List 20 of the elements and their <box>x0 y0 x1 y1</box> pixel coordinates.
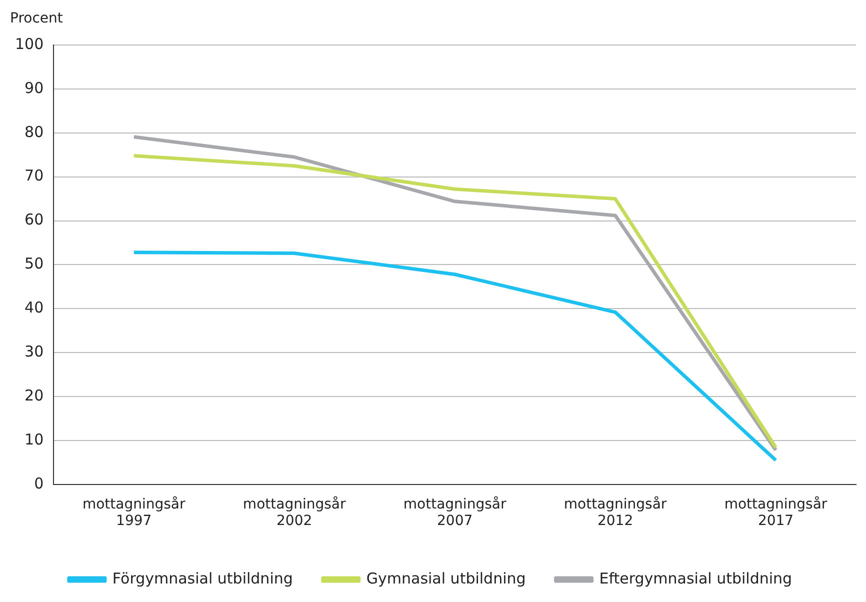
y-tick-label: 50 <box>24 254 44 273</box>
legend-label: Gymnasial utbildning <box>366 569 526 588</box>
y-tick-label: 90 <box>24 78 44 97</box>
y-tick-label: 0 <box>34 474 44 492</box>
x-tick-label: mottagningsår 2012 <box>564 495 667 530</box>
y-tick-label: 60 <box>24 210 44 229</box>
legend-label: Eftergymnasial utbildning <box>599 569 792 588</box>
y-tick-label: 80 <box>24 122 44 141</box>
y-tick-label: 100 <box>14 34 44 53</box>
x-tick-label: mottagningsår 2007 <box>403 495 506 530</box>
x-tick-label: mottagningsår 1997 <box>82 495 186 530</box>
x-tick-label: mottagningsår 2017 <box>724 495 828 530</box>
x-tick-label: mottagningsår 2002 <box>242 495 346 530</box>
y-tick-label: 20 <box>24 386 44 404</box>
legend-label: Förgymnasial utbildning <box>112 569 293 588</box>
y-tick-label: 10 <box>24 430 44 448</box>
y-tick-label: 70 <box>24 166 44 185</box>
y-tick-label: 30 <box>24 342 44 360</box>
y-axis-title: Procent <box>10 10 64 27</box>
y-tick-label: 40 <box>24 298 44 317</box>
